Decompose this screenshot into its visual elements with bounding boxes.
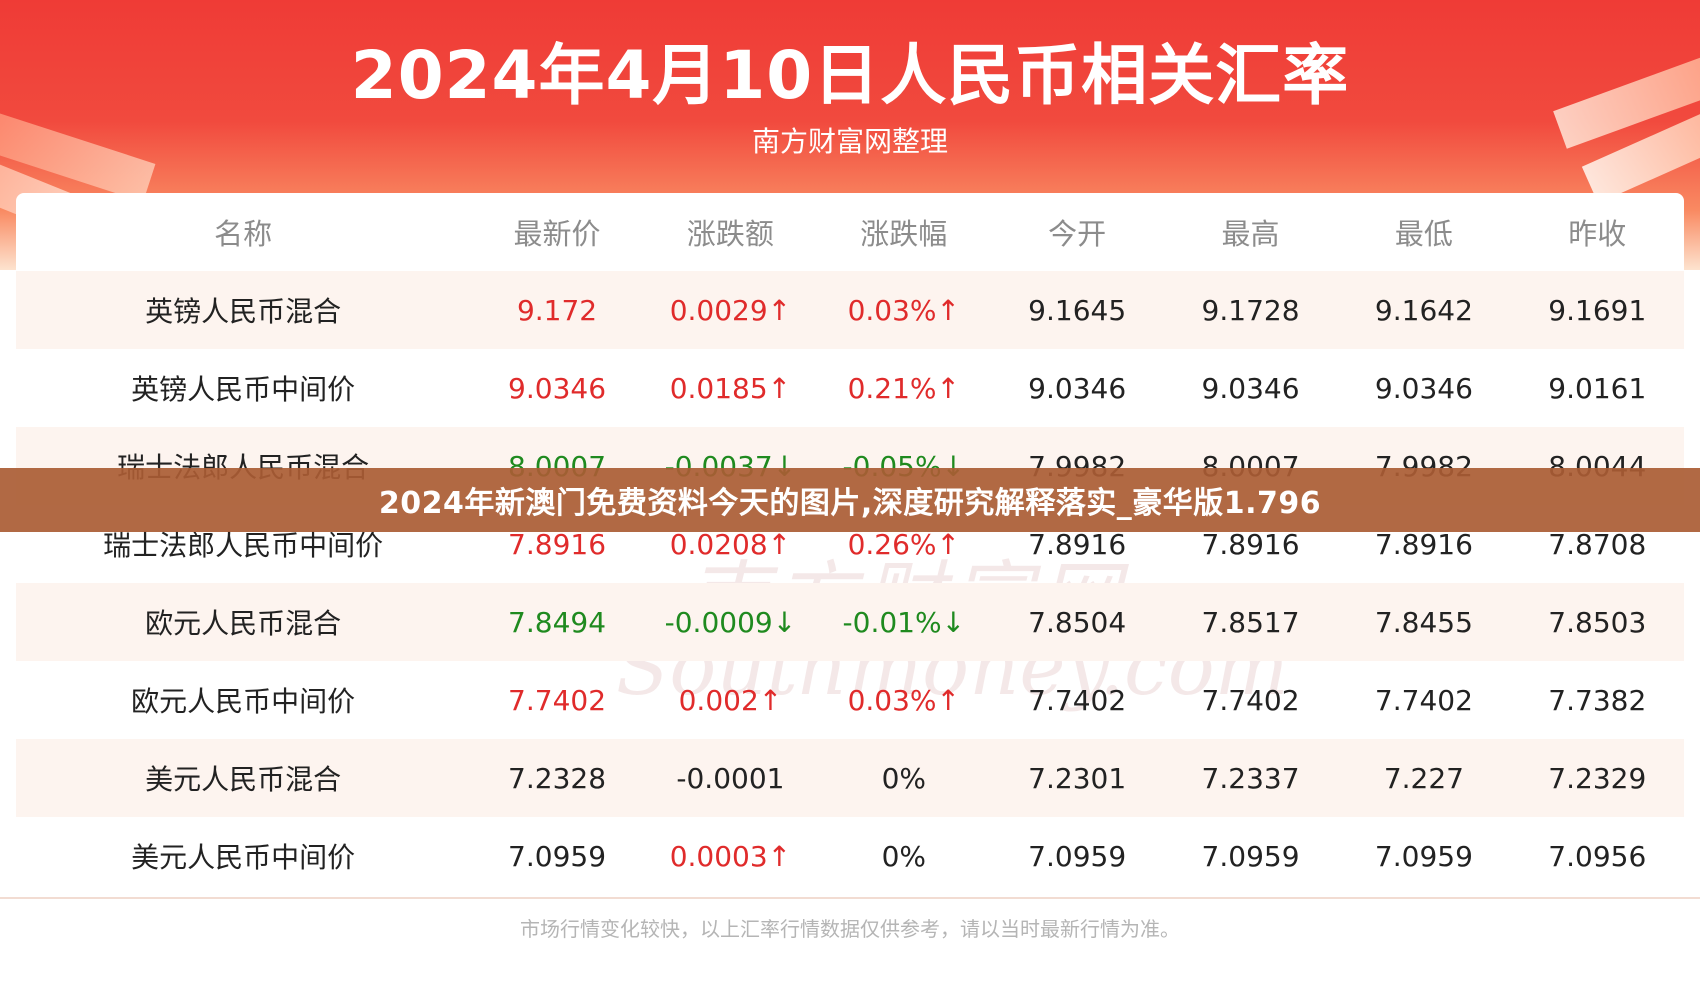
high-price: 9.1728 xyxy=(1201,293,1300,327)
open-price: 7.8916 xyxy=(1028,527,1127,561)
table-row: 欧元人民币混合 7.8494 -0.0009↓ -0.01%↓ 7.8504 7… xyxy=(16,583,1684,661)
currency-name: 英镑人民币混合 xyxy=(145,295,342,328)
low-price: 7.8916 xyxy=(1374,527,1473,561)
low-price: 7.227 xyxy=(1383,761,1464,795)
prev-close-price: 7.8708 xyxy=(1548,527,1647,561)
table-header-row: 名称 最新价 涨跌额 涨跌幅 今开 最高 最低 昨收 xyxy=(16,193,1684,271)
table-row: 美元人民币混合 7.2328 -0.0001 0% 7.2301 7.2337 … xyxy=(16,739,1684,817)
open-price: 7.0959 xyxy=(1028,839,1127,873)
change-percent: 0% xyxy=(881,839,926,873)
currency-name: 美元人民币中间价 xyxy=(131,841,356,874)
prev-close-price: 7.7382 xyxy=(1548,683,1647,717)
latest-price: 7.7402 xyxy=(508,683,607,717)
column-header-low: 最低 xyxy=(1394,217,1453,251)
page-subtitle: 南方财富网整理 xyxy=(751,125,948,158)
table-row: 英镑人民币混合 9.172 0.0029↑ 0.03%↑ 9.1645 9.17… xyxy=(16,271,1684,349)
column-header-high: 最高 xyxy=(1221,217,1280,251)
currency-name: 美元人民币混合 xyxy=(145,763,342,796)
latest-price: 7.0959 xyxy=(508,839,607,873)
prev-close-price: 9.0161 xyxy=(1548,371,1647,405)
open-price: 7.8504 xyxy=(1028,605,1127,639)
change-amount: 0.0003↑ xyxy=(669,839,792,873)
latest-price: 9.0346 xyxy=(508,371,607,405)
table-row: 欧元人民币中间价 7.7402 0.002↑ 0.03%↑ 7.7402 7.7… xyxy=(16,661,1684,739)
high-price: 7.2337 xyxy=(1201,761,1300,795)
page-title: 2024年4月10日人民币相关汇率 xyxy=(350,37,1350,114)
high-price: 7.8916 xyxy=(1201,527,1300,561)
change-amount: 0.0185↑ xyxy=(669,371,792,405)
currency-name: 瑞士法郎人民币中间价 xyxy=(103,529,384,562)
prev-close-price: 7.0956 xyxy=(1548,839,1647,873)
column-header-name: 名称 xyxy=(214,217,273,251)
low-price: 7.0959 xyxy=(1374,839,1473,873)
latest-price: 7.8494 xyxy=(508,605,607,639)
prev-close-price: 9.1691 xyxy=(1548,293,1647,327)
high-price: 7.0959 xyxy=(1201,839,1300,873)
table-row: 美元人民币中间价 7.0959 0.0003↑ 0% 7.0959 7.0959… xyxy=(16,817,1684,895)
change-percent: -0.01%↓ xyxy=(842,605,966,639)
change-percent: 0.03%↑ xyxy=(847,293,960,327)
low-price: 7.8455 xyxy=(1374,605,1473,639)
open-price: 7.7402 xyxy=(1028,683,1127,717)
prev-close-price: 7.2329 xyxy=(1548,761,1647,795)
change-amount: 0.0208↑ xyxy=(669,527,792,561)
latest-price: 9.172 xyxy=(516,293,598,327)
low-price: 9.0346 xyxy=(1374,371,1473,405)
open-price: 9.0346 xyxy=(1028,371,1127,405)
footer-divider xyxy=(0,897,1700,899)
change-percent: 0.03%↑ xyxy=(847,683,960,717)
latest-price: 7.2328 xyxy=(508,761,607,795)
table-row: 英镑人民币中间价 9.0346 0.0185↑ 0.21%↑ 9.0346 9.… xyxy=(16,349,1684,427)
currency-name: 欧元人民币中间价 xyxy=(131,685,356,718)
overlay-caption: 2024年新澳门免费资料今天的图片,深度研究解释落实_豪华版1.796 xyxy=(378,486,1322,521)
column-header-latest: 最新价 xyxy=(513,217,601,251)
high-price: 9.0346 xyxy=(1201,371,1300,405)
column-header-open: 今开 xyxy=(1048,217,1107,251)
change-amount: -0.0001 xyxy=(676,761,785,795)
low-price: 9.1642 xyxy=(1374,293,1473,327)
disclaimer-note: 市场行情变化较快，以上汇率行情数据仅供参考，请以当时最新行情为准。 xyxy=(520,917,1180,941)
overlay-banner: 2024年新澳门免费资料今天的图片,深度研究解释落实_豪华版1.796 xyxy=(0,468,1700,532)
currency-name: 英镑人民币中间价 xyxy=(131,373,356,406)
column-header-change: 涨跌额 xyxy=(686,217,774,251)
open-price: 7.2301 xyxy=(1028,761,1127,795)
table-row: 瑞士法郎人民币中间价 7.8916 0.0208↑ 0.26%↑ 7.8916 … xyxy=(16,505,1684,583)
high-price: 7.7402 xyxy=(1201,683,1300,717)
prev-close-price: 7.8503 xyxy=(1548,605,1647,639)
change-amount: -0.0009↓ xyxy=(664,605,797,639)
change-percent: 0.26%↑ xyxy=(847,527,960,561)
currency-name: 欧元人民币混合 xyxy=(145,607,342,640)
change-amount: 0.002↑ xyxy=(678,683,783,717)
column-header-prev-close: 昨收 xyxy=(1568,217,1627,251)
change-percent: 0.21%↑ xyxy=(847,371,960,405)
change-amount: 0.0029↑ xyxy=(669,293,792,327)
high-price: 7.8517 xyxy=(1201,605,1300,639)
column-header-change-pct: 涨跌幅 xyxy=(860,217,948,251)
latest-price: 7.8916 xyxy=(508,527,607,561)
low-price: 7.7402 xyxy=(1374,683,1473,717)
change-percent: 0% xyxy=(881,761,926,795)
exchange-rate-table: 名称 最新价 涨跌额 涨跌幅 今开 最高 最低 昨收 南方财富网 Southmo… xyxy=(16,193,1684,899)
open-price: 9.1645 xyxy=(1028,293,1127,327)
